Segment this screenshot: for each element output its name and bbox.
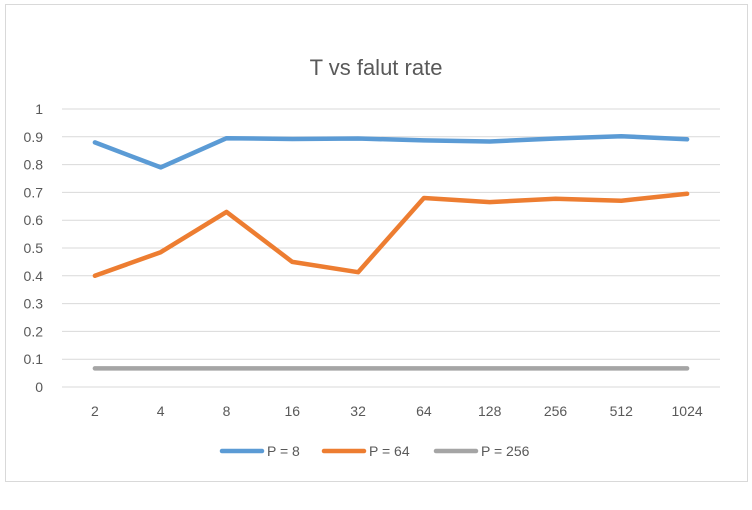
legend-label: P = 256 bbox=[481, 443, 530, 459]
x-tick-label: 32 bbox=[350, 403, 366, 419]
y-tick-label: 0.7 bbox=[24, 184, 44, 200]
x-tick-label: 512 bbox=[610, 403, 634, 419]
y-tick-label: 0.8 bbox=[24, 157, 44, 173]
x-tick-label: 2 bbox=[91, 403, 99, 419]
y-tick-label: 1 bbox=[35, 101, 43, 117]
y-tick-label: 0.9 bbox=[24, 129, 44, 145]
y-axis-ticks: 0 0.1 0.2 0.3 0.4 0.5 0.6 0.7 0.8 0.9 1 bbox=[24, 101, 44, 395]
y-tick-label: 0.3 bbox=[24, 296, 44, 312]
y-tick-label: 0 bbox=[35, 379, 43, 395]
legend: P = 8 P = 64 P = 256 bbox=[219, 443, 530, 459]
y-tick-label: 0.4 bbox=[24, 268, 44, 284]
y-tick-label: 0.2 bbox=[24, 323, 44, 339]
chart-frame bbox=[5, 4, 748, 482]
y-tick-label: 0.5 bbox=[24, 240, 44, 256]
x-tick-label: 1024 bbox=[672, 403, 703, 419]
chart-title: T vs falut rate bbox=[310, 55, 443, 80]
x-tick-label: 128 bbox=[478, 403, 502, 419]
y-tick-label: 0.1 bbox=[24, 351, 44, 367]
series-line-2 bbox=[92, 191, 690, 279]
x-tick-label: 4 bbox=[157, 403, 165, 419]
series-line-1 bbox=[92, 133, 690, 170]
series-lines bbox=[92, 133, 690, 371]
x-tick-label: 16 bbox=[285, 403, 301, 419]
x-axis-ticks: 2 4 8 16 32 64 128 256 512 1024 bbox=[91, 403, 703, 419]
x-tick-label: 256 bbox=[544, 403, 568, 419]
legend-label: P = 64 bbox=[369, 443, 410, 459]
x-tick-label: 64 bbox=[416, 403, 432, 419]
x-tick-label: 8 bbox=[223, 403, 231, 419]
gridlines bbox=[62, 108, 720, 388]
legend-label: P = 8 bbox=[267, 443, 300, 459]
y-tick-label: 0.6 bbox=[24, 212, 44, 228]
